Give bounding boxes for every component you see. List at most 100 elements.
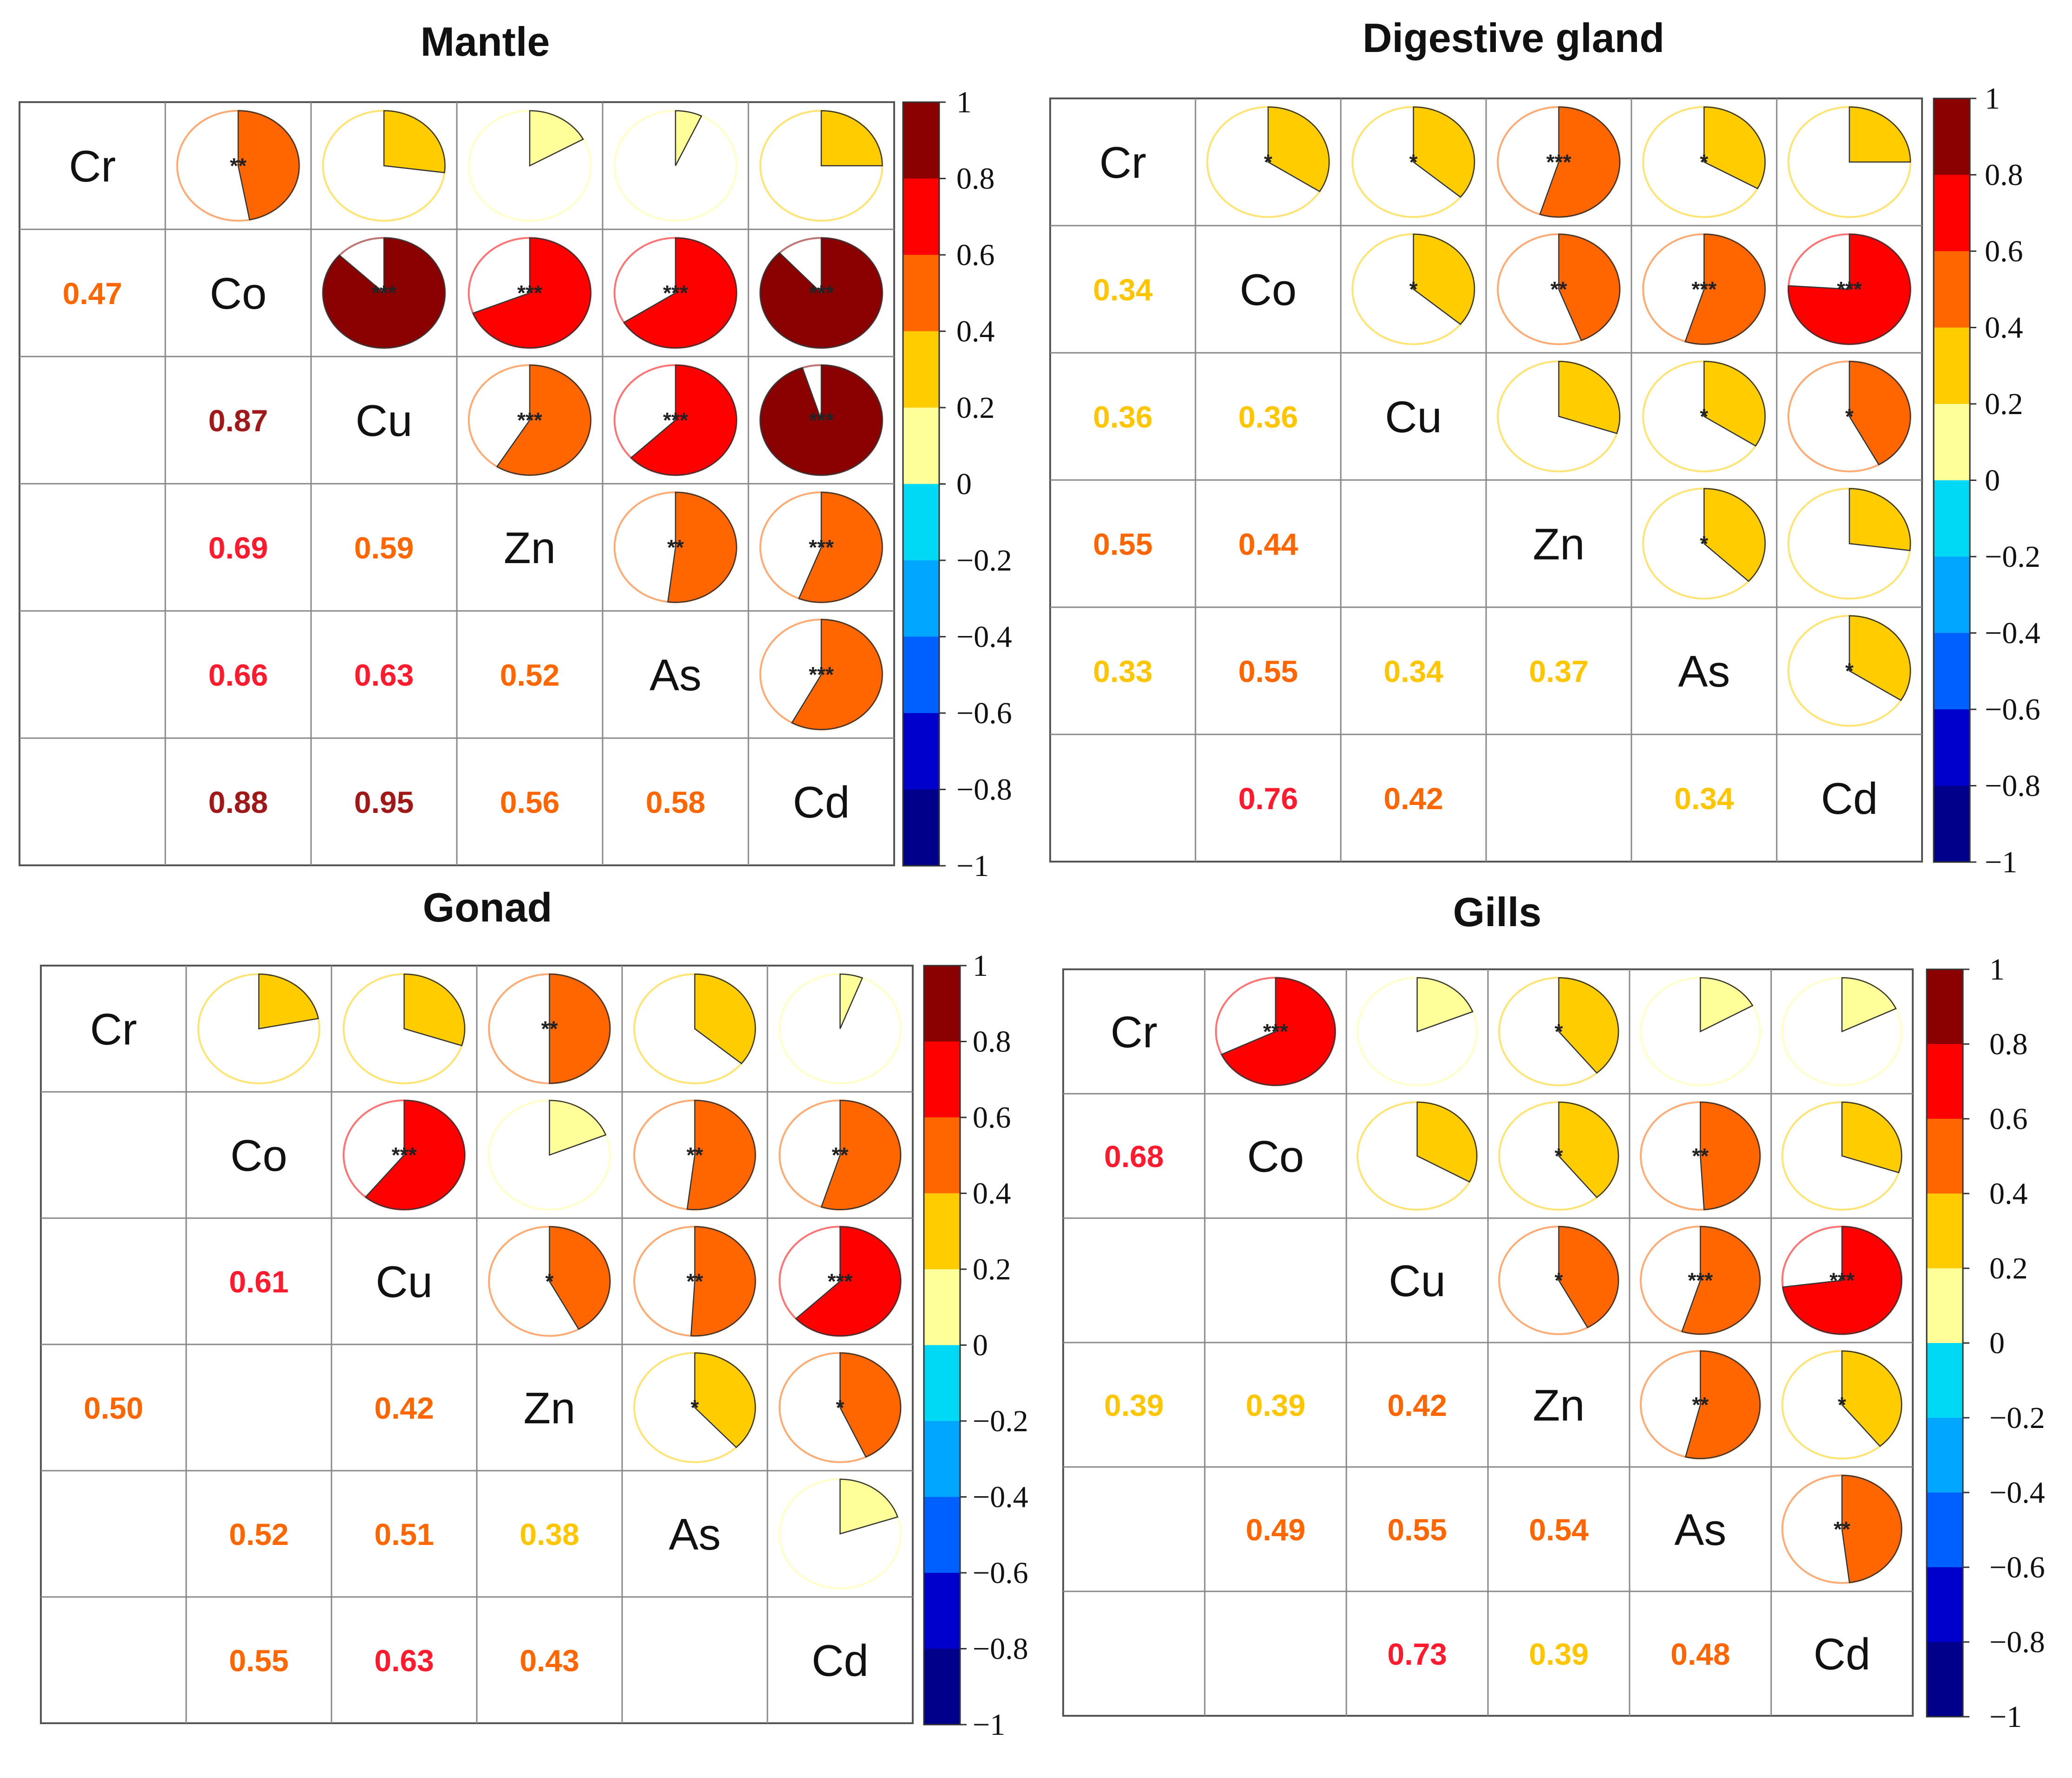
pie-slice [549, 1226, 611, 1330]
significance-mark: *** [809, 281, 834, 305]
colorbar-tick-label: 0.6 [1989, 1102, 2028, 1136]
colorbar-bin [1927, 969, 1963, 1044]
pie-slice [1413, 106, 1475, 198]
coefficient-label: 0.68 [1104, 1139, 1163, 1174]
variable-label: Co [230, 1131, 287, 1181]
colorbar-tick-label: −1 [1989, 1700, 2022, 1734]
panel-digestive-gland: Digestive gland Cr Co Cu Zn As Cd 0.34 0.36 0.36 0… [1049, 15, 2040, 879]
significance-mark: *** [809, 662, 834, 687]
pie-mark [468, 110, 592, 222]
colorbar-bin [903, 331, 939, 408]
pie-mark: ** [1640, 1350, 1761, 1460]
colorbar-tick-label: 0.4 [956, 315, 995, 349]
significance-mark: *** [1688, 1268, 1713, 1292]
colorbar-tick-label: −0.4 [1985, 616, 2040, 650]
pie-mark: ** [488, 974, 610, 1083]
pie-slice [1841, 977, 1897, 1032]
pie-mark: *** [322, 237, 446, 349]
pie-slice [1221, 977, 1336, 1086]
pie-slice [403, 973, 466, 1046]
pie-slice [549, 1100, 607, 1156]
colorbar-tick-label: 0.4 [1985, 311, 2023, 345]
colorbar-tick-label: 0.8 [973, 1025, 1011, 1059]
significance-mark: *** [828, 1269, 853, 1293]
pie-mark: ** [613, 491, 738, 603]
significance-mark: * [1700, 404, 1708, 428]
colorbar-tick-label: −0.8 [956, 773, 1012, 807]
colorbar-bin [1934, 709, 1970, 786]
colorbar: 1 0.8 0.6 0.4 0.2 0 −0.2 −0.4 −0.6 −0.8 −1 [923, 949, 1028, 1742]
pie-mark [1781, 977, 1903, 1086]
colorbar-tick-label: −0.6 [956, 696, 1012, 730]
pie-slice [1849, 488, 1911, 552]
significance-mark: *** [663, 408, 688, 432]
pie-slice [1841, 1101, 1903, 1174]
pie-slice [675, 110, 702, 166]
significance-mark: ** [667, 535, 684, 559]
significance-mark: * [1845, 659, 1854, 683]
significance-mark: *** [517, 281, 542, 305]
coefficient-label: 0.61 [229, 1265, 288, 1299]
coefficient-label: 0.34 [1383, 654, 1443, 688]
panel-gills: Gills Cr Co Cu Zn As Cd 0.68 0.39 0.39 0.42 0.49 0.5… [1062, 889, 2045, 1734]
pie-slice [322, 237, 446, 349]
coefficient-label: 0.42 [374, 1391, 434, 1425]
pie-mark: *** [759, 364, 883, 476]
coefficient-label: 0.48 [1670, 1637, 1730, 1671]
pie-slice [258, 973, 319, 1030]
variable-label: Co [210, 269, 267, 318]
pie-slice [686, 1100, 756, 1210]
pie-slice [1849, 361, 1911, 466]
colorbar-tick-label: 0.8 [1985, 158, 2023, 192]
coefficient-label: 0.39 [1246, 1388, 1305, 1422]
significance-mark: *** [517, 408, 542, 432]
coefficient-label: 0.39 [1104, 1388, 1163, 1422]
coefficient-label: 0.55 [1387, 1512, 1447, 1547]
pie-mark: * [1351, 106, 1475, 218]
pie-mark: ** [1781, 1474, 1903, 1584]
significance-mark: *** [1837, 277, 1862, 301]
variable-label: Cd [793, 778, 850, 827]
variable-label: Cd [1813, 1629, 1871, 1679]
coefficient-label: 0.33 [1093, 654, 1152, 688]
significance-mark: ** [1834, 1517, 1851, 1541]
coefficient-label: 0.63 [354, 658, 414, 692]
significance-mark: ** [687, 1143, 703, 1167]
pie-mark: * [1642, 106, 1766, 218]
colorbar-tick-label: −1 [973, 1708, 1005, 1742]
significance-mark: * [1555, 1019, 1563, 1044]
variable-label: Cd [812, 1636, 869, 1686]
significance-mark: * [546, 1269, 554, 1293]
variable-label: As [1678, 647, 1730, 696]
pie-slice [839, 1479, 899, 1535]
coefficient-label: 0.55 [1093, 527, 1152, 561]
colorbar-tick-label: 0 [956, 467, 972, 501]
colorbar-bin [903, 789, 939, 866]
colorbar-tick-label: −0.2 [956, 544, 1012, 578]
variable-label: Cd [1821, 774, 1878, 824]
pie-slice [1841, 1474, 1903, 1583]
panel-mantle: Mantle Cr Co Cu Zn As Cd 0.47 0.87 0.69 0.59 0.66 0.… [19, 19, 1012, 883]
coefficient-label: 0.36 [1093, 400, 1152, 434]
significance-mark: ** [230, 154, 247, 178]
coefficient-label: 0.63 [374, 1643, 434, 1678]
pie-slice [1703, 361, 1766, 447]
pie-slice [760, 364, 883, 476]
colorbar-bin [924, 1497, 960, 1573]
variable-label: Cu [376, 1257, 433, 1307]
pie-mark [1787, 106, 1911, 218]
pie-slice [630, 364, 737, 476]
variable-label: As [1674, 1505, 1726, 1555]
colorbar-bin [924, 1117, 960, 1194]
pie-slice [820, 110, 883, 167]
colorbar-bin [1934, 251, 1970, 328]
significance-mark: ** [687, 1269, 703, 1293]
pie-mark: *** [613, 237, 738, 349]
colorbar-tick-label: 0.6 [973, 1101, 1011, 1135]
pie-mark: *** [468, 364, 592, 476]
coefficient-label: 0.42 [1387, 1388, 1447, 1422]
pie-slice [1703, 488, 1766, 582]
pie-slice [1684, 1350, 1761, 1460]
colorbar-tick-label: 0 [1985, 464, 2000, 498]
coefficient-label: 0.51 [374, 1517, 434, 1551]
